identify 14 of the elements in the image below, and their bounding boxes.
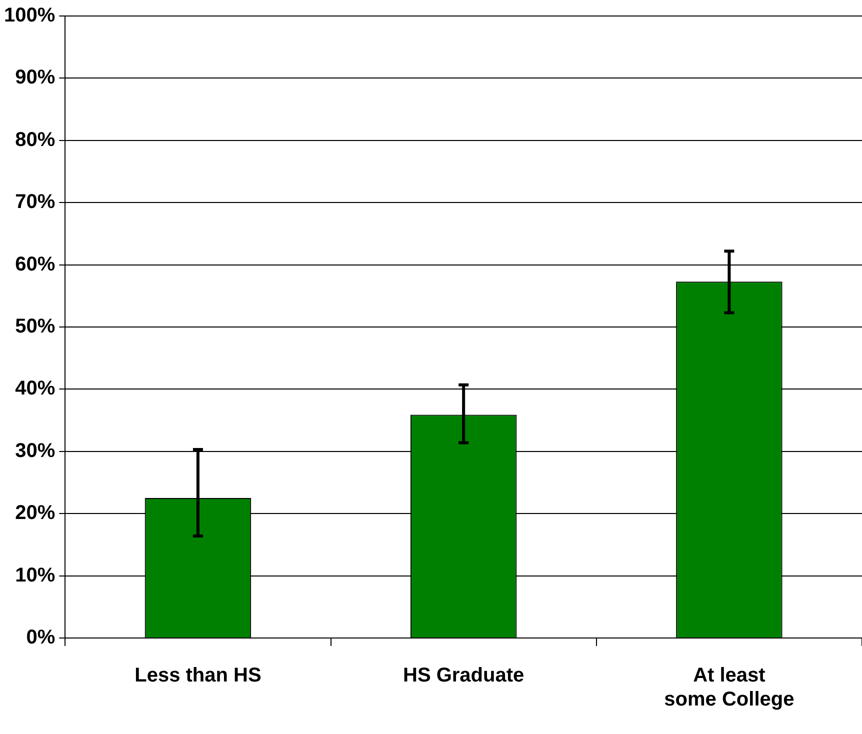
y-tick-label: 50% [15,316,56,338]
y-tick-label: 70% [15,191,56,214]
x-tick-label: HS Graduate [403,664,524,687]
y-tick-label: 20% [15,502,56,524]
y-tick-label: 40% [15,378,56,400]
y-tick-label: 100% [4,4,56,27]
x-tick-label: At least some College [664,664,794,711]
y-tick-label: 80% [15,128,56,151]
y-tick-label: 0% [26,626,56,649]
y-tick-label: 30% [15,440,56,462]
y-tick-label: 60% [15,253,56,276]
x-tick-label: Less than HS [134,664,262,687]
y-tick-label: 10% [15,564,56,586]
y-tick-label: 90% [15,66,56,89]
